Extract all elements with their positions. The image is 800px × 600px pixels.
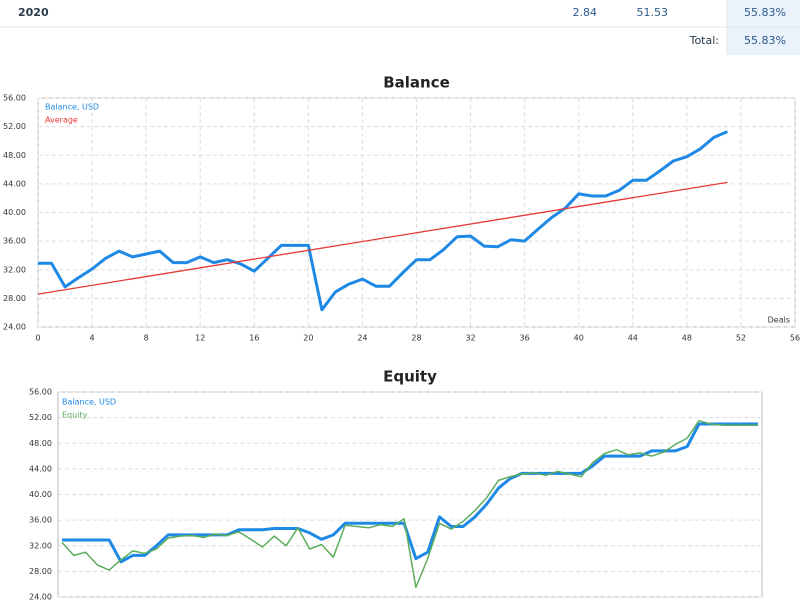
x-tick-label: 36 bbox=[520, 334, 530, 343]
y-tick-label: 44.00 bbox=[29, 464, 52, 473]
legend-entry: Balance, USD bbox=[62, 398, 116, 407]
x-tick-label: 4 bbox=[90, 334, 95, 343]
x-tick-label: 40 bbox=[574, 334, 584, 343]
y-tick-label: 52.00 bbox=[3, 122, 26, 131]
cell: 55.83% bbox=[744, 6, 786, 19]
chart-title: Balance bbox=[383, 74, 450, 92]
y-tick-label: 48.00 bbox=[29, 439, 52, 448]
series-line bbox=[62, 422, 758, 564]
y-tick-label: 36.00 bbox=[3, 237, 26, 246]
x-tick-label: 16 bbox=[249, 334, 259, 343]
y-tick-label: 44.00 bbox=[3, 179, 26, 188]
cell: 51.53 bbox=[637, 6, 669, 19]
y-tick-label: 52.00 bbox=[29, 413, 52, 422]
y-tick-label: 40.00 bbox=[29, 490, 52, 499]
y-tick-label: 56.00 bbox=[3, 94, 26, 103]
x-tick-label: 48 bbox=[682, 334, 692, 343]
total-value: 55.83% bbox=[744, 34, 786, 47]
x-tick-label: 8 bbox=[144, 334, 149, 343]
x-tick-label: 32 bbox=[465, 334, 475, 343]
x-axis-label: Deals bbox=[768, 316, 790, 325]
y-tick-label: 48.00 bbox=[3, 151, 26, 160]
series-line bbox=[61, 420, 758, 589]
total-label: Total: bbox=[689, 34, 719, 47]
x-tick-label: 0 bbox=[35, 334, 40, 343]
legend-entry: Balance, USD bbox=[45, 103, 99, 112]
y-tick-label: 24.00 bbox=[29, 593, 52, 600]
x-tick-label: 20 bbox=[303, 334, 313, 343]
x-tick-label: 52 bbox=[736, 334, 746, 343]
legend-entry: Equity bbox=[62, 411, 88, 420]
y-tick-label: 36.00 bbox=[29, 516, 52, 525]
y-tick-label: 28.00 bbox=[29, 567, 52, 576]
chart-title: Equity bbox=[383, 368, 437, 386]
series-line bbox=[38, 130, 728, 312]
year: 2020 bbox=[18, 6, 49, 19]
series-line bbox=[37, 181, 728, 295]
x-tick-label: 12 bbox=[195, 334, 205, 343]
x-tick-label: 44 bbox=[628, 334, 638, 343]
x-tick-label: 24 bbox=[357, 334, 367, 343]
x-tick-label: 56 bbox=[790, 334, 800, 343]
y-tick-label: 32.00 bbox=[29, 541, 52, 550]
x-tick-label: 28 bbox=[411, 334, 421, 343]
legend-entry: Average bbox=[45, 116, 78, 125]
y-tick-label: 32.00 bbox=[3, 265, 26, 274]
y-tick-label: 56.00 bbox=[29, 388, 52, 397]
cell: 2.84 bbox=[573, 6, 598, 19]
y-tick-label: 24.00 bbox=[3, 323, 26, 332]
y-tick-label: 28.00 bbox=[3, 294, 26, 303]
y-tick-label: 40.00 bbox=[3, 208, 26, 217]
